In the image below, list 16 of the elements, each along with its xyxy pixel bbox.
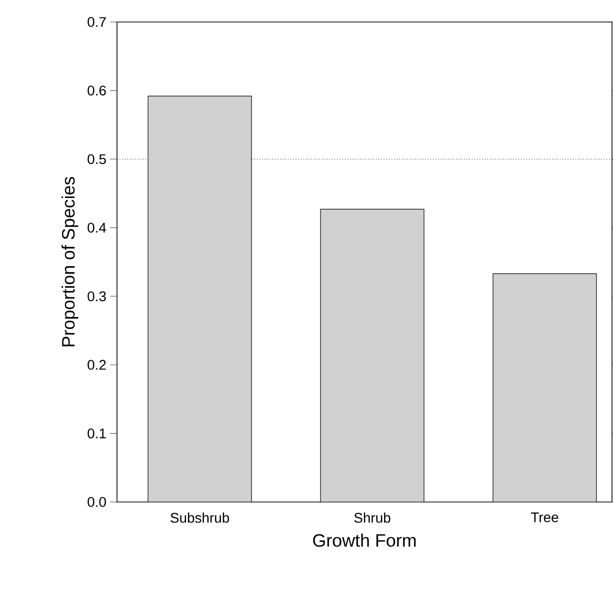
y-tick-label: 0.4	[88, 222, 106, 233]
x-tick-label: Subshrub	[170, 512, 230, 523]
y-tick-label: 0.7	[88, 17, 106, 27]
bar	[148, 96, 252, 502]
y-tick-label: 0.1	[88, 428, 106, 438]
y-axis-title: Proportion of Species	[62, 176, 78, 346]
y-tick-label: 0.0	[88, 497, 106, 507]
y-tick-label: 0.3	[88, 291, 106, 302]
bar	[492, 273, 597, 502]
y-tick-label: 0.5	[88, 154, 106, 164]
x-axis-title: Growth Form	[313, 534, 416, 547]
y-tick-label: 0.6	[88, 86, 106, 96]
x-tick-label: Shrub	[354, 512, 390, 523]
x-tick-label: Tree	[530, 512, 558, 522]
bar	[320, 208, 424, 502]
y-tick-label: 0.2	[88, 360, 106, 370]
